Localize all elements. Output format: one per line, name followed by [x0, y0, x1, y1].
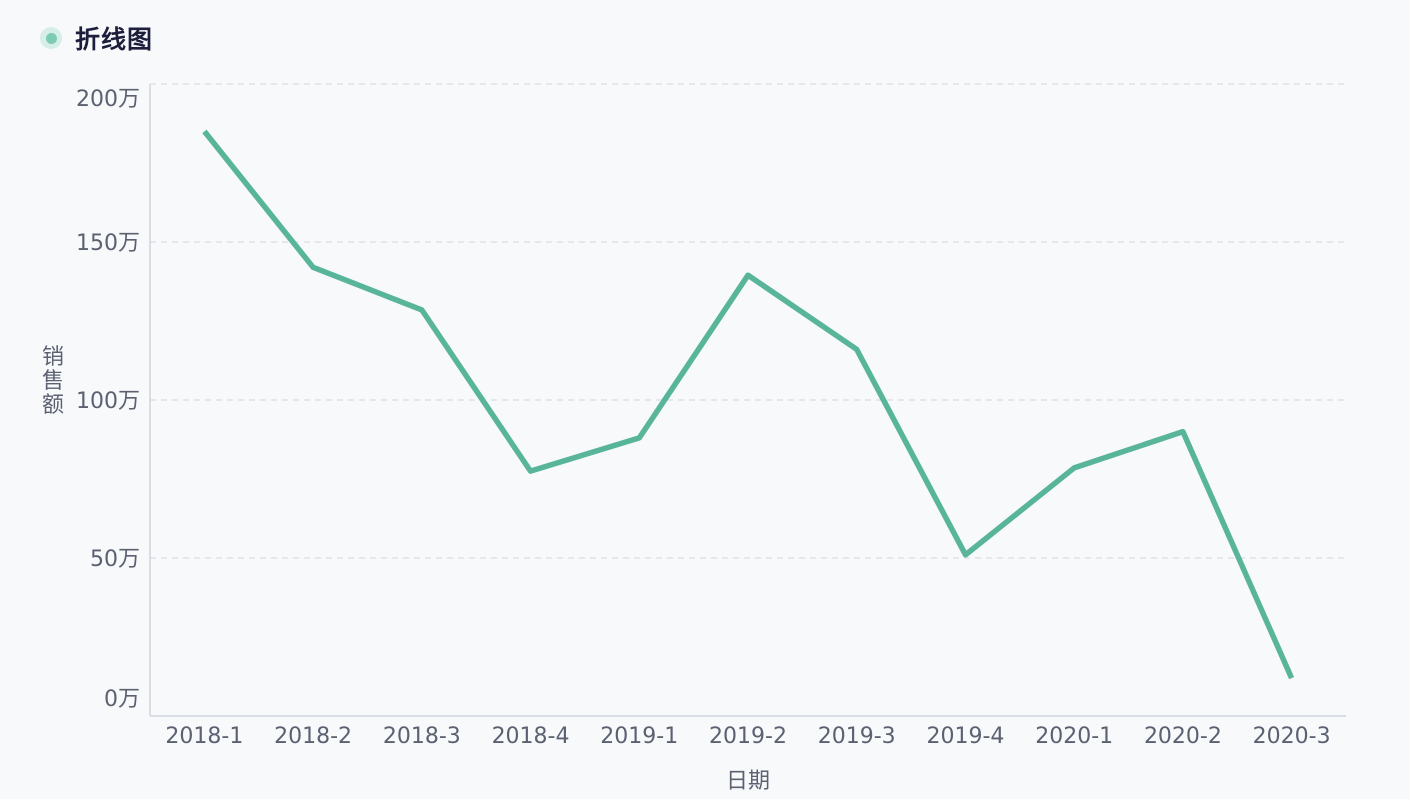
y-tick-label: 0万: [104, 687, 140, 712]
chart-title: 折线图: [75, 25, 154, 54]
x-tick-label: 2019-2: [709, 724, 787, 749]
y-tick-label: 150万: [76, 231, 140, 256]
title-dot-inner: [45, 32, 57, 44]
x-tick-label: 2018-2: [274, 724, 352, 749]
axis-layer: [149, 84, 1346, 717]
series-line: [202, 129, 1295, 680]
grid-layer: [150, 83, 1346, 559]
chart-header: 折线图: [40, 22, 153, 54]
x-tick-label: 2020-1: [1035, 724, 1113, 749]
y-axis-title: 销售额: [42, 345, 64, 418]
x-tick-label: 2018-3: [383, 724, 461, 749]
y-tick-label: 50万: [90, 547, 140, 572]
x-tick-label: 2019-3: [818, 724, 896, 749]
x-tick-label: 2018-4: [492, 724, 570, 749]
x-tick-label: 2019-4: [926, 724, 1004, 749]
x-tick-label: 2020-3: [1253, 724, 1331, 749]
x-tick-label: 2018-1: [165, 724, 243, 749]
x-tick-label: 2019-1: [600, 724, 678, 749]
title-dot-icon: [40, 27, 62, 49]
x-tick-label: 2020-2: [1144, 724, 1222, 749]
y-tick-label: 100万: [76, 389, 140, 414]
label-layer: 0万 50万 100万 150万 200万 2018-1 2018-2 2018-3 2018-…: [42, 87, 1331, 794]
x-axis-title: 日期: [726, 769, 770, 794]
series-layer: [202, 129, 1295, 680]
y-tick-label: 200万: [76, 87, 140, 112]
